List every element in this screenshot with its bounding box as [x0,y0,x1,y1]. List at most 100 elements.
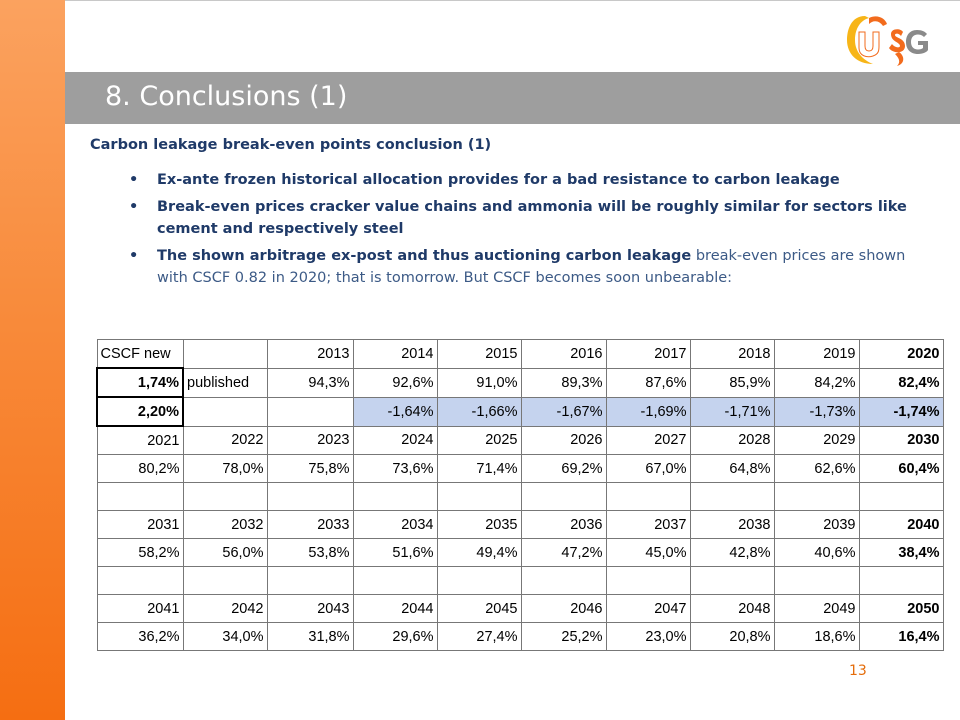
table-cell: 2050 [858,594,944,623]
table-cell: 2045 [436,594,522,623]
bullet-bold-text: Ex-ante frozen historical allocation pro… [157,172,840,188]
table-cell [605,566,691,595]
table-cell: 58,2% [96,538,184,567]
bullet-dot-icon: • [129,199,139,215]
table-cell [520,566,607,595]
bullet-normal-text: break-even prices are shown with CSCF 0.… [157,248,906,286]
table-cell: 67,0% [605,454,691,483]
table-cell: 64,8% [689,454,775,483]
table-cell: 2029 [773,425,860,455]
table-cell: 45,0% [605,538,691,567]
table-cell: 75,8% [266,454,354,483]
table-cell [266,396,354,427]
table-cell: 2043 [266,594,354,623]
table-cell: 69,2% [520,454,607,483]
table-cell [182,566,268,595]
table-cell [182,339,268,369]
table-cell: 87,6% [605,367,691,398]
table-cell [689,482,775,511]
table-cell: 2046 [520,594,607,623]
table-cell: 2020 [858,339,944,369]
title-band: 8. Conclusions (1) [65,72,960,124]
table-cell [773,566,860,595]
table-cell: 80,2% [96,454,184,483]
table-cell: 92,6% [352,367,438,398]
cscf-table: CSCF new 2013 2014 2015 2016 2017 2018 2019 2020… [96,339,944,651]
table-cell: -1,74% [858,396,944,427]
table-cell [96,482,184,511]
table-cell: 91,0% [436,367,522,398]
table-row: CSCF new 2013 2014 2015 2016 2017 2018 2019 2020 [96,339,944,369]
bullet-bold-text: Break-even prices cracker value chains a… [157,199,907,237]
table-cell [436,482,522,511]
page-number: 13 [849,663,867,679]
table-cell: 29,6% [352,622,438,651]
table-cell [520,482,607,511]
table-cell: 94,3% [266,367,354,398]
table-cell: 40,6% [773,538,860,567]
table-cell: 47,2% [520,538,607,567]
table-cell: 2025 [436,425,522,455]
table-cell: 2049 [773,594,860,623]
table-cell: 2048 [689,594,775,623]
table-cell: 84,2% [773,367,860,398]
table-cell: 38,4% [858,538,944,567]
table-cell: 2022 [182,425,268,455]
table-cell: 2028 [689,425,775,455]
table-cell [858,482,944,511]
table-cell [182,396,268,427]
table-row: 36,2% 34,0% 31,8% 29,6% 27,4% 25,2% 23,0% 20,8%… [96,622,944,651]
table-row: 1,74% published 94,3% 92,6% 91,0% 89,3% 87,6% 8… [96,367,944,398]
table-cell [96,566,184,595]
table-cell: 2016 [520,339,607,369]
table-cell: 2042 [182,594,268,623]
table-cell [352,566,438,595]
table-cell: 2014 [352,339,438,369]
table-cell: 27,4% [436,622,522,651]
bullet-list: • Ex-ante frozen historical allocation p… [126,169,926,294]
bullet-dot-icon: • [129,172,139,188]
table-cell: 2026 [520,425,607,455]
table-cell: 82,4% [858,367,944,398]
bullet-item: • Break-even prices cracker value chains… [126,196,926,240]
section-heading: Carbon leakage break-even points conclus… [90,137,492,153]
table-cell: 2018 [689,339,775,369]
table-cell: published [182,367,268,398]
table-cell: 20,8% [689,622,775,651]
table-cell [436,566,522,595]
table-cell [689,566,775,595]
slide-title: 8. Conclusions (1) [105,81,348,112]
table-cell: 2031 [96,510,184,539]
table-cell: 62,6% [773,454,860,483]
table-row: 2041 2042 2043 2044 2045 2046 2047 2048 2049 2050 [96,594,944,623]
table-cell: -1,66% [436,396,522,427]
table-cell: 18,6% [773,622,860,651]
table-cell: 2038 [689,510,775,539]
table-cell: 2036 [520,510,607,539]
table-cell [182,482,268,511]
table-cell: -1,71% [689,396,775,427]
table-row: 80,2% 78,0% 75,8% 73,6% 71,4% 69,2% 67,0% 64,8%… [96,454,944,483]
table-cell: 34,0% [182,622,268,651]
left-accent-bar [0,0,65,720]
table-row [96,482,944,511]
table-cell: 56,0% [182,538,268,567]
usg-logo [847,16,928,66]
table-cell: 2037 [605,510,691,539]
table-cell: 2023 [266,425,354,455]
table-cell: 73,6% [352,454,438,483]
table-cell: 1,74% [96,367,184,398]
table-cell: 2021 [96,425,184,455]
table-cell [605,482,691,511]
table-cell: 2019 [773,339,860,369]
table-cell [266,566,354,595]
table-cell: -1,73% [773,396,860,427]
table-cell: 2032 [182,510,268,539]
bullet-dot-icon: • [129,248,139,264]
table-cell: CSCF new [96,339,184,369]
table-cell: 85,9% [689,367,775,398]
table-cell: 2017 [605,339,691,369]
table-cell: 2044 [352,594,438,623]
table-cell: 36,2% [96,622,184,651]
table-cell: 2033 [266,510,354,539]
